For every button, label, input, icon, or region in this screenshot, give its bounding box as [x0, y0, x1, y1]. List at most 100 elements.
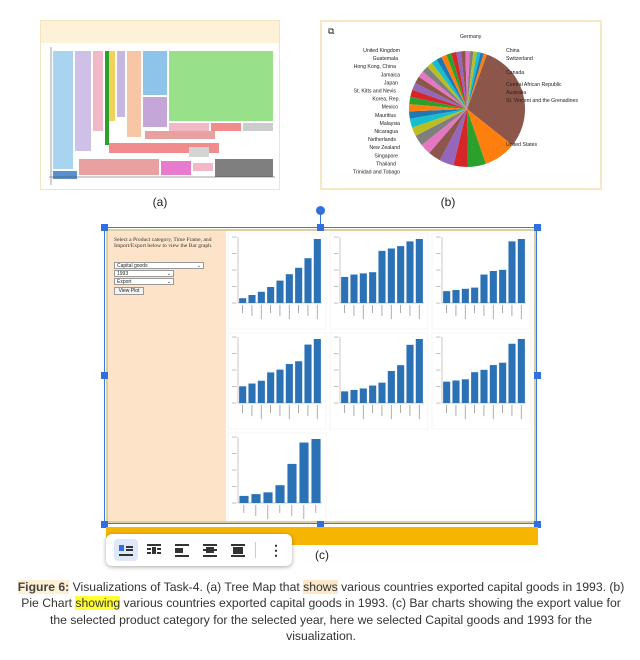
bar [461, 288, 469, 303]
resize-handle-bottom-right[interactable] [534, 521, 541, 528]
y-tick [436, 302, 441, 304]
tick-label [255, 505, 257, 516]
pie-slice [453, 109, 468, 167]
pie-slice [451, 52, 467, 109]
pie-slice [415, 109, 467, 146]
panel-a-label: (a) [152, 195, 168, 209]
y-tick [436, 336, 441, 338]
year-select[interactable]: 1993 ⌄ [114, 270, 174, 277]
tick-label [381, 405, 383, 416]
bar [350, 274, 358, 303]
flow-select[interactable]: Export ⌄ [114, 278, 174, 285]
bar [267, 372, 275, 403]
resize-handle-top-left[interactable] [101, 224, 108, 231]
resize-handle-top[interactable] [317, 224, 324, 231]
pie-label: St. Kitts and Nevis [354, 89, 397, 95]
highlighted-word-shows: shows [303, 580, 338, 594]
bar [275, 485, 285, 503]
bar [248, 383, 256, 403]
tick-label [362, 405, 364, 419]
y-tick [436, 269, 441, 271]
y-tick [436, 369, 441, 371]
tick-label [270, 305, 271, 313]
pie-label: Singapore [374, 153, 398, 159]
y-tick [232, 369, 237, 371]
tick-label [400, 405, 401, 413]
bar [359, 273, 367, 303]
bar [406, 344, 414, 403]
tick-label [315, 505, 317, 513]
tick-label [511, 405, 513, 416]
break-text-button[interactable] [170, 539, 194, 561]
tick-label [291, 505, 293, 516]
resize-handle-right[interactable] [534, 372, 541, 379]
in-front-of-text-button[interactable] [226, 539, 250, 561]
bar [517, 339, 525, 403]
y-tick [436, 236, 441, 238]
bar-chart [227, 432, 327, 521]
rotate-handle[interactable] [316, 206, 325, 215]
tick-label [474, 405, 475, 413]
tick-label [372, 305, 373, 313]
bar [257, 380, 265, 403]
piechart-image: ⧉ United Kingdom Guatemala Hong Kong, Chin… [320, 20, 602, 190]
bar [239, 495, 249, 503]
bar-chart [227, 232, 327, 330]
wrap-text-button[interactable] [142, 539, 166, 561]
y-tick [232, 469, 237, 471]
resize-handle-top-right[interactable] [534, 224, 541, 231]
treemap-image [40, 20, 280, 190]
bar [295, 361, 303, 403]
pie-slice [412, 109, 467, 136]
pie-label: Trinidad and Tobago [353, 170, 400, 176]
expand-icon[interactable]: ⧉ [328, 26, 335, 36]
pie-slice [467, 54, 525, 146]
toolbar-divider [255, 542, 256, 558]
y-tick [334, 302, 339, 304]
bar [248, 295, 256, 303]
pie-label: Guatemala [373, 56, 398, 62]
resize-handle-left[interactable] [101, 372, 108, 379]
bar [387, 371, 395, 403]
tick-label [353, 405, 355, 416]
category-select[interactable]: Capital goods ⌄ [114, 262, 204, 269]
category-value: Capital goods [117, 263, 148, 269]
bar [295, 267, 303, 303]
caption-text-1: Visualizations of Task-4. (a) Tree Map t… [69, 580, 304, 594]
tick-label [303, 505, 305, 519]
pie-slice [446, 53, 467, 109]
view-plot-button[interactable]: View Plot [114, 287, 144, 295]
bar [311, 439, 321, 503]
tick-label [400, 305, 401, 313]
pie-label: Malaysia [380, 121, 401, 127]
bar [313, 339, 321, 403]
pie-slice [467, 51, 478, 109]
pie-slice [415, 76, 467, 109]
tick-label [353, 305, 355, 316]
bar [251, 494, 261, 503]
bar-chart [227, 332, 327, 430]
more-options-icon[interactable]: ⋮ [269, 542, 283, 558]
tick-label [409, 305, 411, 316]
pie-slice [412, 83, 467, 109]
pie-slice [409, 109, 467, 119]
tick-label [511, 305, 513, 316]
y-tick [334, 236, 339, 238]
bar [299, 442, 309, 503]
y-tick [232, 502, 237, 504]
tick-label [409, 405, 411, 416]
year-value: 1993 [117, 271, 129, 277]
bar [461, 379, 469, 403]
pie-label: Switzerland [506, 56, 533, 62]
y-tick [232, 386, 237, 387]
pie-label: Germany [460, 34, 482, 40]
bar [480, 274, 488, 303]
resize-handle-bottom-left[interactable] [101, 521, 108, 528]
bar [443, 291, 451, 303]
wrap-inline-button[interactable] [114, 539, 138, 561]
tick-label [279, 505, 281, 513]
y-tick [334, 353, 339, 354]
bar [369, 385, 377, 403]
resize-handle-bottom[interactable] [317, 521, 324, 528]
behind-text-button[interactable] [198, 539, 222, 561]
